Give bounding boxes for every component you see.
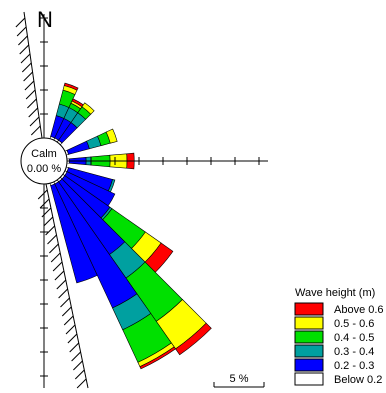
sector-160 [49,181,98,284]
legend-swatch [294,358,324,372]
scale-label: 5 % [230,373,249,385]
sector-segment [66,140,90,155]
sector-150 [53,179,177,370]
sector-70 [64,128,118,156]
legend-swatch [294,372,324,386]
north-label: N [37,7,53,32]
legend: Wave height (m) Above 0.6 0.5 - 0.6 0.4 - … [294,287,384,386]
sector-segment [139,346,177,370]
sector-40 [56,102,95,146]
rose-axes [40,14,268,388]
legend-label: 0.5 - 0.6 [334,318,374,330]
legend-label: Below 0.2 [334,374,382,386]
coastline-hatching [15,11,89,389]
sector-segment [50,183,98,284]
rose-sectors [49,82,212,370]
sector-segment [175,322,212,356]
scale-bar: 5 % [213,373,265,388]
legend-swatch [294,302,324,316]
calm-circle: Calm 0.00 % [20,137,68,185]
legend-label: 0.4 - 0.5 [334,332,374,344]
sector-90 [66,152,135,170]
legend-label: 0.3 - 0.4 [334,346,374,358]
calm-value: 0.00 % [27,163,61,175]
sector-130 [59,173,174,273]
legend-swatch [294,316,324,330]
sector-segment [63,82,79,91]
legend-swatch [294,330,324,344]
legend-label: Above 0.6 [334,304,384,316]
sector-segment [105,128,118,144]
calm-label: Calm [31,148,57,160]
legend-label: 0.2 - 0.3 [334,360,374,372]
legend-title: Wave height (m) [295,287,375,299]
sector-140 [56,176,212,356]
sector-segment [81,102,95,115]
legend-swatch [294,344,324,358]
sector-30 [53,98,84,143]
